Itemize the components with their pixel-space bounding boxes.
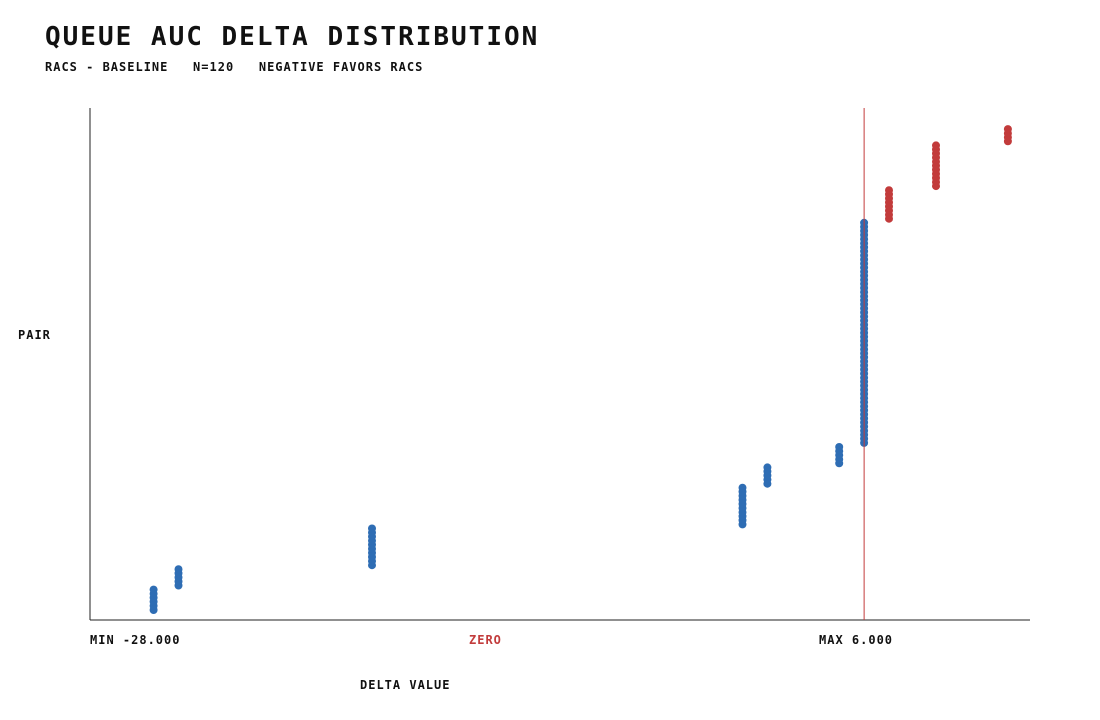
data-point bbox=[368, 524, 376, 533]
chart-subtitle: RACS - BASELINE N=120 NEGATIVE FAVORS RA… bbox=[45, 60, 424, 74]
data-point bbox=[738, 483, 747, 492]
x-tick-min: MIN -28.000 bbox=[90, 633, 181, 647]
data-point bbox=[174, 565, 183, 574]
chart-title: Queue AUC Delta Distribution bbox=[45, 22, 540, 52]
x-axis-label: DELTA VALUE bbox=[360, 678, 451, 692]
x-tick-max: MAX 6.000 bbox=[819, 633, 894, 647]
data-point bbox=[885, 186, 893, 195]
data-point bbox=[149, 585, 158, 594]
data-point bbox=[763, 463, 772, 472]
y-axis-label: PAIR bbox=[18, 328, 51, 342]
data-point bbox=[835, 443, 844, 451]
x-tick-zero: ZERO bbox=[469, 633, 502, 647]
data-point bbox=[932, 141, 940, 150]
data-point bbox=[1003, 125, 1012, 134]
